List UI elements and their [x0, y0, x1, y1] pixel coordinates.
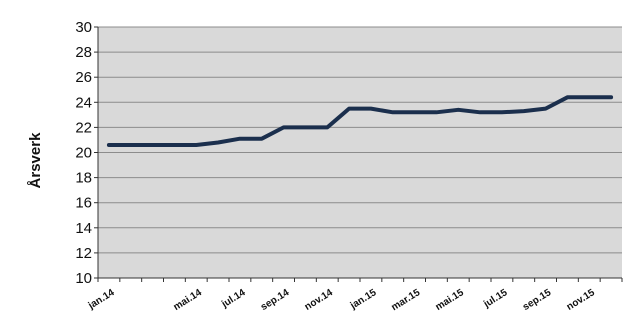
- x-tick-label-mai.15: mai.15: [434, 287, 467, 313]
- axes: [97, 27, 622, 279]
- gridlines: [98, 26, 622, 279]
- y-tick-label-26: 26: [75, 69, 92, 86]
- y-tick-label-24: 24: [75, 94, 92, 111]
- series-line: [106, 95, 614, 147]
- x-tick-label-mai.14: mai.14: [172, 287, 205, 313]
- y-tick-label-18: 18: [75, 170, 92, 187]
- y-tick-label-14: 14: [75, 220, 92, 237]
- x-tick-label-nov.15: nov.15: [565, 287, 597, 313]
- y-tick-label-12: 12: [75, 245, 92, 262]
- x-tick-label-sep.15: sep.15: [521, 287, 554, 313]
- y-tick-label-28: 28: [75, 44, 92, 61]
- y-tick-label-10: 10: [75, 270, 92, 287]
- y-axis-label: Årsverk: [27, 132, 44, 189]
- x-axis-ticks: jan.14 mai.14 jul.14 sep.14 nov.14 jan.15 mar.…: [86, 278, 623, 313]
- series-layer: [106, 95, 614, 147]
- y-tick-label-22: 22: [75, 119, 92, 136]
- x-tick-label-jan.14: jan.14: [86, 287, 117, 312]
- x-tick-label-jul.14: jul.14: [219, 287, 248, 311]
- x-tick-label-jan.15: jan.15: [348, 287, 379, 312]
- x-tick-label-sep.14: sep.14: [259, 287, 292, 313]
- x-tick-label-nov.14: nov.14: [303, 287, 335, 313]
- y-axis-ticks: 10 12 14 16 18 20 22 24 26 28 30: [75, 19, 98, 287]
- x-tick-label-jul.15: jul.15: [481, 287, 510, 311]
- y-tick-label-30: 30: [75, 19, 92, 36]
- y-tick-label-16: 16: [75, 195, 92, 212]
- x-tick-label-mar.15: mar.15: [389, 287, 422, 313]
- y-tick-label-20: 20: [75, 145, 92, 162]
